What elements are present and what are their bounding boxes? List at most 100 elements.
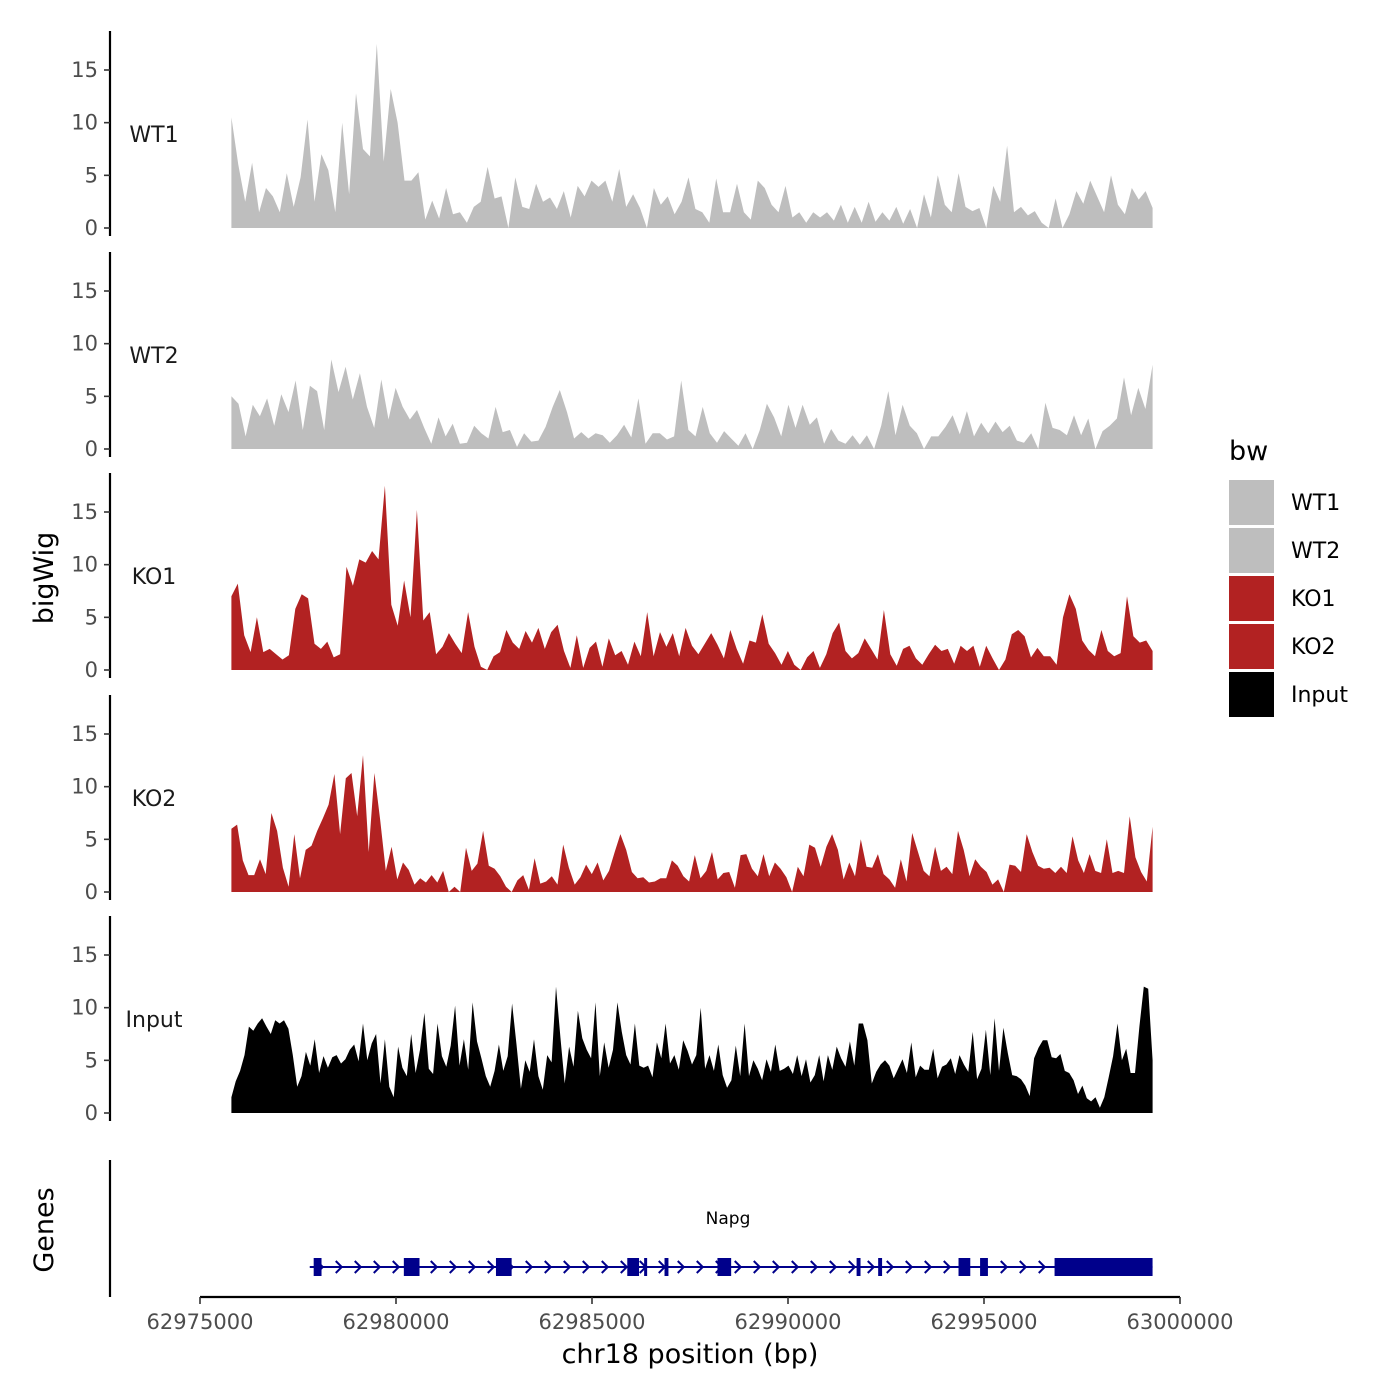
strand-arrow	[487, 1260, 496, 1274]
legend-key-ko2	[1229, 624, 1274, 669]
genes-axis-title: Genes	[29, 1187, 60, 1272]
x-tick-label: 62980000	[343, 1310, 450, 1334]
gene-exon	[878, 1258, 883, 1276]
y-tick-label: 0	[85, 880, 98, 904]
x-tick-label: 62990000	[735, 1310, 842, 1334]
track-input: 0 5 10 15 Input	[71, 916, 1153, 1125]
gene-exon	[403, 1258, 420, 1276]
track-wt2: 0 5 10 15 WT2	[71, 252, 1153, 461]
x-tick-label: 62995000	[931, 1310, 1038, 1334]
strand-arrow	[620, 1260, 629, 1274]
gene-exon	[856, 1258, 861, 1276]
strand-arrow	[1038, 1260, 1047, 1274]
strand-arrow	[905, 1260, 914, 1274]
coverage-area-ko2	[231, 755, 1153, 892]
coverage-area-ko1	[231, 485, 1153, 670]
strand-arrow	[449, 1260, 458, 1274]
legend: bw WT1 WT2 KO1 KO2 Input	[1229, 436, 1348, 717]
x-tick-label: 62975000	[147, 1310, 254, 1334]
strand-arrow	[563, 1260, 572, 1274]
y-tick-label: 0	[85, 216, 98, 240]
strand-arrow	[373, 1260, 382, 1274]
strand-arrow	[829, 1260, 838, 1274]
legend-key-wt2	[1229, 528, 1274, 573]
y-tick-label: 5	[85, 827, 98, 851]
strand-arrow	[392, 1260, 401, 1274]
track-wt1: 0 5 10 15 WT1	[71, 31, 1153, 240]
legend-label-ko1: KO1	[1291, 587, 1336, 612]
track-label-ko1: KO1	[132, 565, 177, 590]
y-tick-label: 10	[71, 996, 98, 1020]
y-axis-title: bigWig	[29, 532, 60, 625]
genes-track: Napg	[108, 1160, 1153, 1297]
y-tick-label: 15	[71, 500, 98, 524]
y-tick-label: 10	[71, 111, 98, 135]
strand-arrow	[544, 1260, 553, 1274]
strand-arrow	[354, 1260, 363, 1274]
strand-arrow	[810, 1260, 819, 1274]
legend-key-ko1	[1229, 576, 1274, 621]
legend-label-ko2: KO2	[1291, 635, 1336, 660]
coverage-area-wt1	[231, 43, 1153, 229]
strand-arrow	[848, 1260, 857, 1274]
track-label-wt2: WT2	[129, 344, 178, 369]
strand-arrow	[582, 1260, 591, 1274]
y-tick-label: 10	[71, 553, 98, 577]
strand-arrow	[1000, 1260, 1009, 1274]
gene-exon	[627, 1258, 640, 1276]
strand-arrow	[601, 1260, 610, 1274]
coverage-tracks: 0 5 10 15 WT1 0 5 10 15 WT2 0 5 10 15 KO1 0 5 10 15 KO2 0 5 10…	[71, 31, 1153, 1125]
y-tick-label: 0	[85, 658, 98, 682]
strand-arrow	[1019, 1260, 1028, 1274]
y-tick-label: 10	[71, 332, 98, 356]
strand-arrow	[677, 1260, 686, 1274]
strand-arrow	[791, 1260, 800, 1274]
x-axis: 62975000 62980000 62985000 62990000 62995000…	[147, 1295, 1233, 1334]
legend-label-wt1: WT1	[1291, 491, 1340, 516]
strand-arrow	[734, 1260, 743, 1274]
y-tick-label: 5	[85, 605, 98, 629]
gene-exon	[644, 1258, 648, 1276]
track-label-ko2: KO2	[132, 787, 177, 812]
strand-arrow	[696, 1260, 705, 1274]
legend-label-input: Input	[1291, 683, 1348, 708]
gene-name-label: Napg	[706, 1209, 751, 1229]
x-axis-title: chr18 position (bp)	[562, 1339, 819, 1370]
strand-arrow	[867, 1260, 876, 1274]
track-ko1: 0 5 10 15 KO1	[71, 473, 1153, 682]
legend-title: bw	[1229, 436, 1268, 467]
strand-arrow	[335, 1260, 344, 1274]
gene-exon	[717, 1258, 732, 1276]
strand-arrow	[468, 1260, 477, 1274]
strand-arrow	[772, 1260, 781, 1274]
track-label-input: Input	[126, 1008, 183, 1033]
y-tick-label: 5	[85, 384, 98, 408]
x-tick-label: 62985000	[539, 1310, 646, 1334]
track-label-wt1: WT1	[129, 123, 178, 148]
y-tick-label: 15	[71, 279, 98, 303]
strand-arrow	[943, 1260, 952, 1274]
y-tick-label: 0	[85, 437, 98, 461]
track-ko2: 0 5 10 15 KO2	[71, 695, 1153, 904]
y-tick-label: 5	[85, 163, 98, 187]
legend-label-wt2: WT2	[1291, 539, 1340, 564]
strand-arrow	[753, 1260, 762, 1274]
strand-arrow	[886, 1260, 895, 1274]
coverage-area-input	[231, 986, 1153, 1113]
legend-key-input	[1229, 672, 1274, 717]
y-tick-label: 5	[85, 1048, 98, 1072]
y-tick-label: 0	[85, 1101, 98, 1125]
gene-exon	[664, 1258, 669, 1276]
strand-arrow	[430, 1260, 439, 1274]
y-tick-label: 15	[71, 943, 98, 967]
coverage-area-wt2	[231, 359, 1153, 449]
legend-key-wt1	[1229, 480, 1274, 525]
strand-arrow	[924, 1260, 933, 1274]
gene-exon	[1054, 1258, 1153, 1276]
gene-exon	[958, 1258, 971, 1276]
y-tick-label: 15	[71, 58, 98, 82]
gene-exon	[313, 1258, 322, 1276]
y-tick-label: 10	[71, 775, 98, 799]
